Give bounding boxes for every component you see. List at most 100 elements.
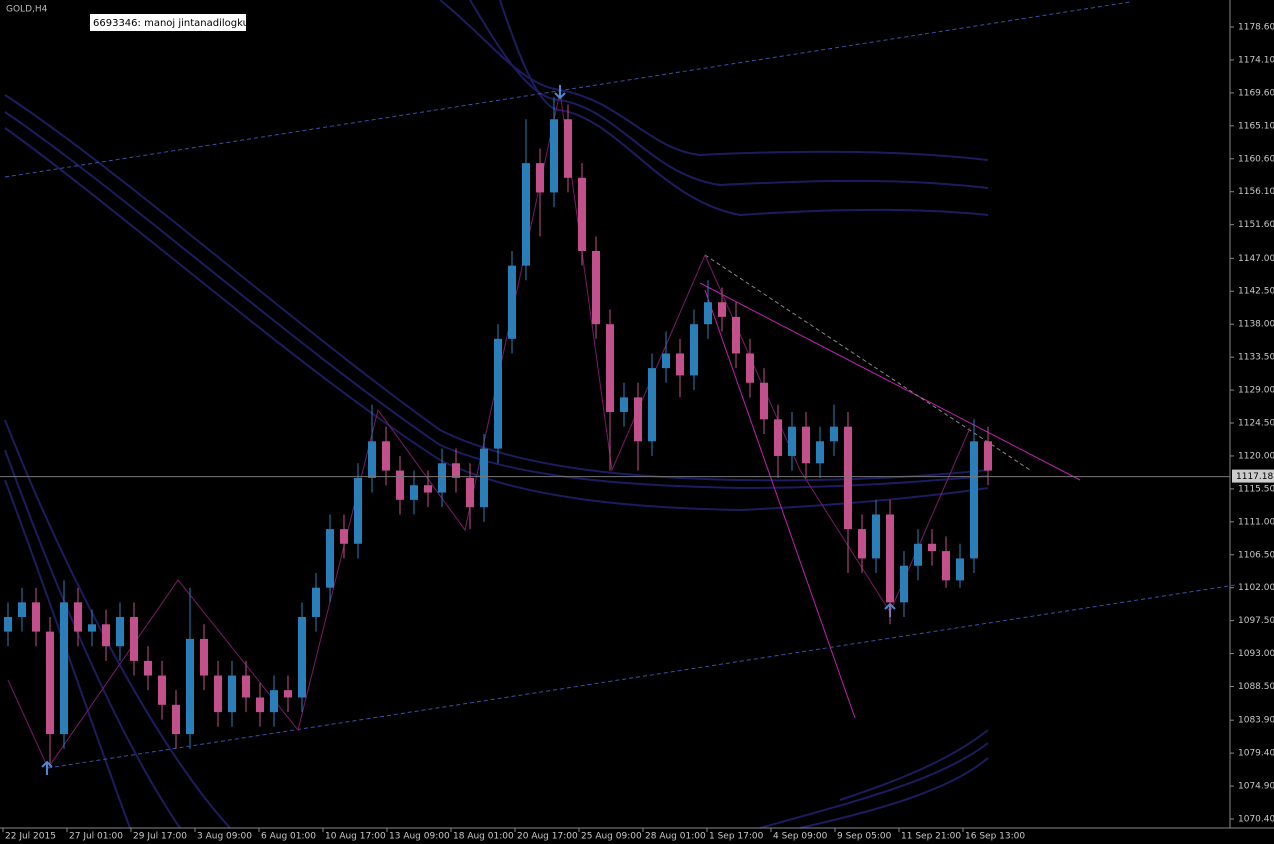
candle-body xyxy=(956,558,964,581)
candle-body xyxy=(606,324,614,413)
candle-body xyxy=(872,514,880,559)
x-tick-label: 18 Aug 01:00 xyxy=(453,832,514,842)
y-tick-label: 1111.00 xyxy=(1238,517,1274,527)
x-tick-label: 9 Sep 05:00 xyxy=(837,832,892,842)
candle-body xyxy=(760,382,768,420)
candle-body xyxy=(830,426,838,442)
candle-body xyxy=(270,690,278,713)
y-tick-label: 1165.10 xyxy=(1238,121,1274,131)
candle-body xyxy=(480,448,488,508)
candle-body xyxy=(256,697,264,713)
candle-body xyxy=(634,397,642,442)
y-tick-label: 1083.90 xyxy=(1238,716,1274,726)
candle-body xyxy=(172,704,180,735)
y-tick-label: 1178.60 xyxy=(1238,23,1274,33)
candle-body xyxy=(396,470,404,500)
candle-body xyxy=(788,426,796,456)
candle-body xyxy=(32,602,40,632)
candle-body xyxy=(130,616,138,661)
candle-body xyxy=(438,463,446,493)
candle-body xyxy=(18,602,26,617)
current-price-box xyxy=(1232,469,1274,483)
candle-body xyxy=(970,441,978,559)
candle-body xyxy=(620,397,628,413)
candle-body xyxy=(284,690,292,698)
candle-body xyxy=(60,602,68,735)
x-tick-label: 20 Aug 17:00 xyxy=(517,832,578,842)
y-tick-label: 1120.00 xyxy=(1238,451,1274,461)
y-tick-label: 1070.40 xyxy=(1238,814,1274,824)
candle-body xyxy=(676,353,684,376)
y-tick-label: 1102.00 xyxy=(1238,583,1274,593)
candle-body xyxy=(200,638,208,676)
y-tick-label: 1156.10 xyxy=(1238,187,1274,197)
candle-body xyxy=(592,250,600,325)
candle-body xyxy=(886,514,894,603)
candle-body xyxy=(354,477,362,544)
x-tick-label: 16 Sep 13:00 xyxy=(965,832,1025,842)
candle-body xyxy=(816,441,824,464)
candle-body xyxy=(508,265,516,339)
x-tick-label: 1 Sep 17:00 xyxy=(709,832,764,842)
x-tick-label: 3 Aug 09:00 xyxy=(197,832,252,842)
candle-body xyxy=(382,441,390,471)
candle-body xyxy=(564,119,572,178)
y-tick-label: 1097.50 xyxy=(1238,616,1274,626)
y-tick-label: 1093.00 xyxy=(1238,649,1274,659)
candle-body xyxy=(732,316,740,354)
candle-body xyxy=(466,477,474,508)
candle-body xyxy=(914,543,922,566)
y-tick-label: 1142.50 xyxy=(1238,287,1274,297)
account-label: 6693346: manoj jintanadilogkul xyxy=(93,18,252,29)
candle-body xyxy=(326,529,334,588)
y-tick-label: 1074.90 xyxy=(1238,782,1274,792)
drawings xyxy=(4,1,1236,770)
candle-body xyxy=(312,587,320,617)
y-tick-label: 1124.50 xyxy=(1238,419,1274,429)
x-tick-label: 10 Aug 17:00 xyxy=(325,832,386,842)
candle-body xyxy=(74,602,82,632)
candle-body xyxy=(522,163,530,266)
y-tick-label: 1129.00 xyxy=(1238,386,1274,396)
candle-body xyxy=(928,543,936,552)
y-tick-label: 1133.50 xyxy=(1238,353,1274,363)
y-tick-label: 1079.40 xyxy=(1238,749,1274,759)
candle-body xyxy=(144,660,152,676)
candle-body xyxy=(410,485,418,500)
candle-body xyxy=(494,338,502,449)
x-tick-label: 13 Aug 09:00 xyxy=(389,832,450,842)
candle-body xyxy=(536,163,544,193)
candle-body xyxy=(550,119,558,193)
y-tick-label: 1106.50 xyxy=(1238,550,1274,560)
candle-body xyxy=(368,441,376,478)
candle-body xyxy=(662,353,670,369)
candle-body xyxy=(242,675,250,698)
candle-body xyxy=(844,426,852,530)
y-tick-label: 1169.60 xyxy=(1238,88,1274,98)
candle-body xyxy=(452,463,460,478)
account-box xyxy=(90,14,246,31)
x-tick-label: 28 Aug 01:00 xyxy=(645,832,706,842)
y-tick-label: 1160.60 xyxy=(1238,154,1274,164)
x-tick-label: 25 Aug 09:00 xyxy=(581,832,642,842)
candle-body xyxy=(578,177,586,251)
candle-body xyxy=(942,551,950,581)
indicator-bands xyxy=(4,0,989,829)
candle-body xyxy=(88,624,96,632)
x-tick-label: 6 Aug 01:00 xyxy=(261,832,316,842)
candle-body xyxy=(158,675,166,705)
candle-body xyxy=(900,565,908,603)
candle-body xyxy=(46,631,54,735)
y-tick-label: 1115.50 xyxy=(1238,484,1274,494)
candle-body xyxy=(746,353,754,383)
candle-body xyxy=(214,675,222,713)
candle-body xyxy=(424,485,432,493)
x-tick-label: 22 Jul 2015 xyxy=(5,832,56,842)
candle-body xyxy=(102,624,110,647)
y-tick-label: 1147.00 xyxy=(1238,254,1274,264)
candle-body xyxy=(704,302,712,325)
candle-body xyxy=(802,426,810,464)
x-tick-label: 4 Sep 09:00 xyxy=(773,832,828,842)
candle-body xyxy=(858,529,866,559)
